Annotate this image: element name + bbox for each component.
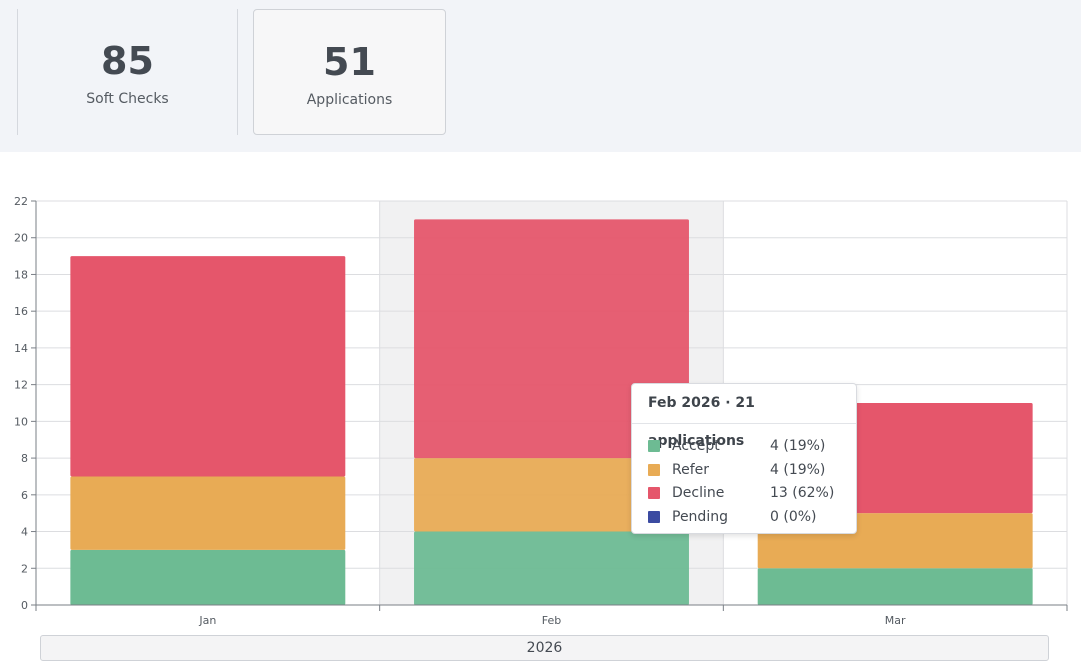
tooltip-series-name: Decline	[672, 485, 725, 502]
tooltip-series-name: Accept	[672, 437, 720, 454]
applications-label: Applications	[306, 92, 393, 108]
y-tick-label: 4	[21, 526, 28, 539]
bar-feb-accept[interactable]	[414, 531, 689, 605]
bar-jan-accept[interactable]	[70, 549, 346, 605]
stats-band: 85 Soft Checks 51 Applications	[0, 0, 1081, 152]
tooltip-swatch-decline	[648, 487, 660, 500]
tooltip-row-refer: Refer 4 (19%)	[632, 458, 856, 482]
tooltip-rows: Accept 4 (19%) Refer 4 (19%) Decline 13 (62%)…	[632, 424, 856, 529]
bar-feb-decline[interactable]	[414, 219, 689, 459]
tooltip-row-accept: Accept 4 (19%)	[632, 434, 856, 458]
y-tick-label: 16	[14, 305, 28, 318]
soft-checks-card[interactable]: 85 Soft Checks	[17, 9, 238, 135]
chart-tooltip: Feb 2026 · 21 applications Accept 4 (19%)…	[631, 383, 857, 534]
tooltip-series-name: Pending	[672, 508, 728, 525]
tooltip-title: Feb 2026 · 21 applications	[632, 384, 856, 449]
bar-mar-accept[interactable]	[757, 568, 1033, 605]
bar-jan-decline[interactable]	[70, 256, 346, 477]
tooltip-row-pending: Pending 0 (0%)	[632, 505, 856, 529]
tooltip-row-decline: Decline 13 (62%)	[632, 481, 856, 505]
year-selector[interactable]: 2026	[40, 635, 1049, 661]
y-tick-label: 20	[14, 232, 28, 245]
soft-checks-value: 85	[101, 39, 154, 83]
x-tick-label: Feb	[542, 614, 561, 627]
tooltip-series-value: 0 (0%)	[770, 508, 817, 525]
y-tick-label: 12	[14, 379, 28, 392]
tooltip-series-value: 4 (19%)	[770, 461, 826, 478]
y-tick-label: 22	[14, 195, 28, 208]
applications-card[interactable]: 51 Applications	[253, 9, 446, 135]
y-tick-label: 8	[21, 452, 28, 465]
y-tick-label: 18	[14, 268, 28, 281]
bar-jan-refer[interactable]	[70, 476, 346, 550]
x-tick-label: Mar	[885, 614, 906, 627]
y-tick-label: 14	[14, 342, 28, 355]
tooltip-swatch-accept	[648, 439, 660, 452]
applications-value: 51	[323, 40, 376, 84]
y-tick-label: 6	[21, 489, 28, 502]
y-tick-label: 2	[21, 562, 28, 575]
tooltip-swatch-pending	[648, 510, 660, 523]
tooltip-series-value: 4 (19%)	[770, 437, 826, 454]
x-tick-label: Jan	[198, 614, 216, 627]
tooltip-series-name: Refer	[672, 461, 710, 478]
y-tick-label: 0	[21, 599, 28, 612]
soft-checks-label: Soft Checks	[86, 91, 169, 107]
y-tick-label: 10	[14, 415, 28, 428]
tooltip-series-value: 13 (62%)	[770, 485, 835, 502]
bar-feb-refer[interactable]	[414, 458, 689, 532]
applications-bar-chart[interactable]: 0 2 4 6 8 10 12 14 16 18 20 22 Jan Feb Mar	[0, 190, 1081, 630]
tooltip-swatch-refer	[648, 463, 660, 476]
